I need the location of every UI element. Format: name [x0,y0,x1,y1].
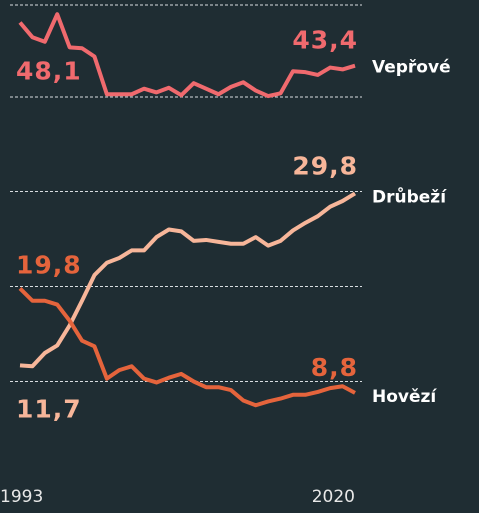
series-label: Vepřové [372,58,451,78]
data-line [19,191,357,369]
value-label: 11,7 [16,394,82,423]
value-label: 48,1 [16,56,82,85]
series-label: Drůbeží [372,185,447,207]
x-tick-label: 1993 [0,487,43,507]
value-label: 29,8 [292,151,358,180]
data-line [18,286,356,408]
x-tick-label: 2020 [312,487,355,507]
value-label: 43,4 [292,26,358,55]
data-line [18,12,356,99]
value-label: 19,8 [16,250,82,279]
series-label: Hovězí [372,387,437,407]
value-label: 8,8 [311,353,358,382]
